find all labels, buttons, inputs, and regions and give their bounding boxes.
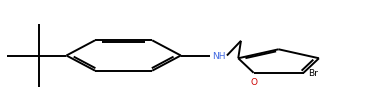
Text: O: O <box>250 77 257 86</box>
Text: Br: Br <box>308 69 318 78</box>
Text: NH: NH <box>212 51 226 60</box>
